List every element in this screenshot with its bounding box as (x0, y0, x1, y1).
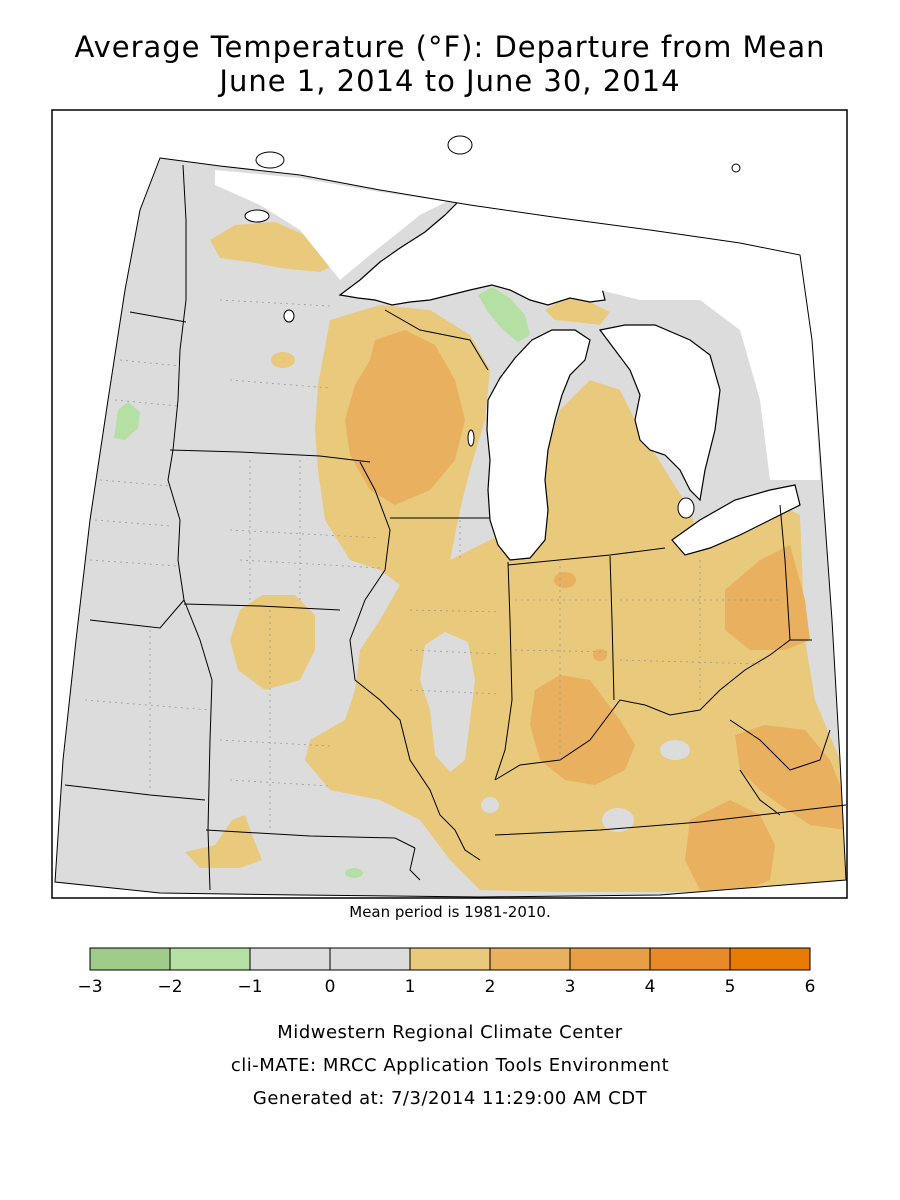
warm-2-3-area (345, 330, 465, 505)
boundary-il-in (494, 561, 513, 781)
boundary-mississippi (349, 461, 481, 861)
state-boundaries (64, 164, 847, 891)
legend-swatch (89, 947, 171, 971)
warm-2-3-area (554, 572, 576, 588)
warm-2-3-area (530, 675, 635, 785)
legend-tick-label: 5 (725, 977, 736, 997)
boundary-ks-ok (64, 784, 206, 801)
footer-tool: cli-MATE: MRCC Application Tools Environ… (230, 1055, 670, 1076)
boundary-wv (729, 719, 831, 771)
legend-tick-label: 1 (405, 977, 416, 997)
legend-tick-label: 2 (485, 977, 496, 997)
warm-1-2-area (185, 815, 262, 868)
legend-swatch (409, 947, 491, 971)
warm-2-3-area (685, 800, 775, 892)
near-normal-area (481, 797, 499, 813)
warm-1-2-area (230, 595, 315, 690)
boundary-ia-mo (183, 603, 341, 611)
boundary-nd-mn (172, 164, 187, 451)
map-domain-outline (54, 157, 847, 898)
small-water-bodies (244, 135, 741, 519)
boundary-ia-west (167, 449, 213, 681)
legend-swatch (169, 947, 251, 971)
boundary-mo-west (207, 679, 213, 891)
grid-lines (84, 299, 780, 830)
footer-source: Midwestern Regional Climate Center (277, 1022, 623, 1043)
mean-period-note: Mean period is 1981-2010. (349, 903, 551, 921)
cool-1-2-area (114, 402, 140, 440)
map-title: Average Temperature (°F): Departure from… (74, 30, 826, 64)
boundary-mo-ar (205, 829, 416, 849)
footer-generated: Generated at: 7/3/2014 11:29:00 AM CDT (252, 1088, 648, 1109)
warm-2-3-area (593, 649, 607, 661)
legend-swatch (329, 947, 411, 971)
legend-tick-label: 6 (805, 977, 816, 997)
legend-swatch (569, 947, 651, 971)
warm-2-3-area (735, 725, 846, 830)
legend-swatch (729, 947, 811, 971)
legend-swatch (249, 947, 331, 971)
legend-tick-label: 0 (325, 977, 336, 997)
map-shading (55, 158, 846, 897)
legend-tick-label: −3 (77, 977, 102, 997)
near-normal-area (602, 808, 634, 832)
cool-1-2-area (478, 287, 530, 342)
warm-1-2-area (545, 298, 610, 325)
legend-tick-label: 4 (645, 977, 656, 997)
lake-erie (671, 484, 801, 556)
legend-tick-label: 3 (565, 977, 576, 997)
boundary-oh-pa (779, 504, 812, 641)
boundary-sd-north (129, 311, 187, 323)
near-normal-area (660, 740, 690, 760)
near-normal-area (420, 632, 475, 772)
boundary-ne-ks (89, 599, 185, 629)
legend-swatch (649, 947, 731, 971)
map-frame-border (51, 109, 848, 899)
color-legend: −3 −2 −1 0 1 2 3 4 5 6 (77, 947, 816, 997)
boundary-ia-mn (169, 449, 371, 463)
legend-swatch (489, 947, 571, 971)
boundary-ky-va (739, 769, 781, 816)
boundary-mi-in-oh (507, 547, 666, 566)
warm-1-2-area (271, 352, 295, 368)
warm-1-2-area (210, 222, 340, 272)
temperature-departure-map (51, 109, 848, 899)
boundary-ky-tn (494, 804, 847, 836)
canada-region (215, 170, 820, 480)
cool-1-2-area (345, 868, 363, 878)
lake-michigan (486, 329, 591, 561)
lake-huron (598, 324, 721, 502)
legend-tick-label: −2 (157, 977, 182, 997)
boundary-in-oh (609, 555, 615, 701)
map-date-range: June 1, 2014 to June 30, 2014 (219, 64, 681, 98)
boundary-mo-bootheel (409, 847, 421, 881)
legend-tick-label: −1 (237, 977, 262, 997)
boundary-wi-mi (384, 309, 489, 371)
